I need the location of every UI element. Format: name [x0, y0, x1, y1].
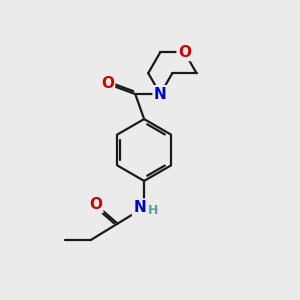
Text: O: O: [178, 45, 191, 60]
Text: N: N: [154, 87, 167, 102]
Text: N: N: [133, 200, 146, 215]
Text: O: O: [101, 76, 114, 91]
Text: O: O: [89, 197, 102, 212]
Text: H: H: [148, 205, 159, 218]
